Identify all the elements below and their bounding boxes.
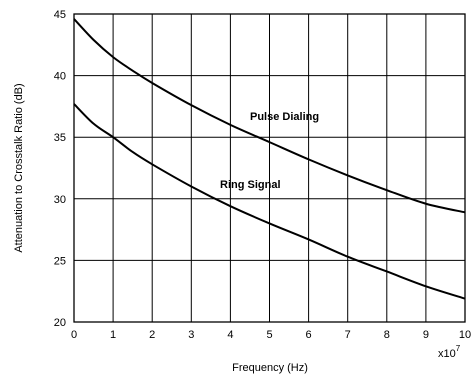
x-tick-label-4: 4: [227, 329, 233, 341]
x-tick-label-2: 2: [149, 329, 155, 341]
x-tick-label-5: 5: [266, 329, 272, 341]
x-tick-label-0: 0: [71, 329, 77, 341]
x-tick-label-10: 10: [459, 329, 471, 341]
series-line-pulse-dialing: [73, 18, 466, 214]
x-tick-label-7: 7: [345, 329, 351, 341]
plot-border: [73, 13, 466, 323]
x-axis-label: Frequency (Hz): [232, 362, 308, 374]
x-tick-label-1: 1: [110, 329, 116, 341]
y-tick-label-25: 25: [54, 255, 66, 267]
x-tick-label-9: 9: [423, 329, 429, 341]
series-line-ring-signal: [73, 103, 466, 300]
plot-frame: [73, 13, 466, 323]
ring-signal-annotation: Ring Signal: [220, 179, 281, 191]
x-tick-label-6: 6: [306, 329, 312, 341]
y-tick-label-40: 40: [54, 71, 66, 83]
pulse-dialing-annotation: Pulse Dialing: [250, 111, 319, 123]
x-axis-multiplier: x107: [438, 344, 461, 360]
y-tick-label-45: 45: [54, 9, 66, 21]
y-tick-label-30: 30: [54, 194, 66, 206]
y-tick-label-20: 20: [54, 317, 66, 329]
x-tick-label-3: 3: [188, 329, 194, 341]
y-axis-label: Attenuation to Crosstalk Ratio (dB): [13, 83, 25, 252]
grid: [73, 13, 466, 323]
series-lines: [73, 18, 466, 300]
y-tick-label-35: 35: [54, 132, 66, 144]
x-tick-label-8: 8: [384, 329, 390, 341]
